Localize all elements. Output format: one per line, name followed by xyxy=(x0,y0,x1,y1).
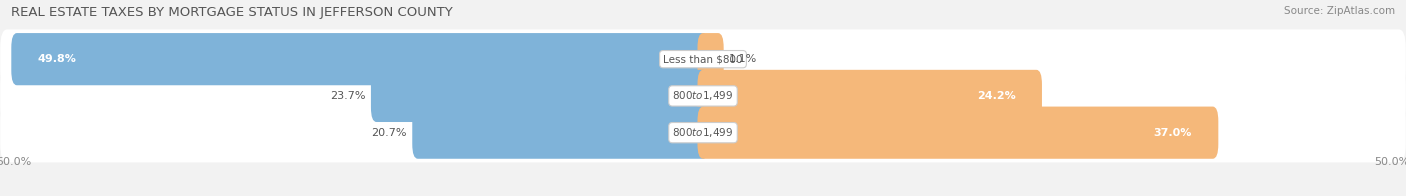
FancyBboxPatch shape xyxy=(0,29,1406,89)
FancyBboxPatch shape xyxy=(0,103,1406,162)
FancyBboxPatch shape xyxy=(0,66,1406,126)
Text: 37.0%: 37.0% xyxy=(1154,128,1192,138)
Text: REAL ESTATE TAXES BY MORTGAGE STATUS IN JEFFERSON COUNTY: REAL ESTATE TAXES BY MORTGAGE STATUS IN … xyxy=(11,6,453,19)
Text: $800 to $1,499: $800 to $1,499 xyxy=(672,126,734,139)
FancyBboxPatch shape xyxy=(697,107,1219,159)
Text: $800 to $1,499: $800 to $1,499 xyxy=(672,89,734,103)
FancyBboxPatch shape xyxy=(412,107,709,159)
Text: 20.7%: 20.7% xyxy=(371,128,406,138)
FancyBboxPatch shape xyxy=(697,70,1042,122)
FancyBboxPatch shape xyxy=(11,33,709,85)
FancyBboxPatch shape xyxy=(371,70,709,122)
Text: Less than $800: Less than $800 xyxy=(664,54,742,64)
Text: 24.2%: 24.2% xyxy=(977,91,1015,101)
FancyBboxPatch shape xyxy=(697,33,724,85)
Text: 1.1%: 1.1% xyxy=(730,54,758,64)
Text: 23.7%: 23.7% xyxy=(330,91,366,101)
Text: Source: ZipAtlas.com: Source: ZipAtlas.com xyxy=(1284,6,1395,16)
Text: 49.8%: 49.8% xyxy=(38,54,76,64)
